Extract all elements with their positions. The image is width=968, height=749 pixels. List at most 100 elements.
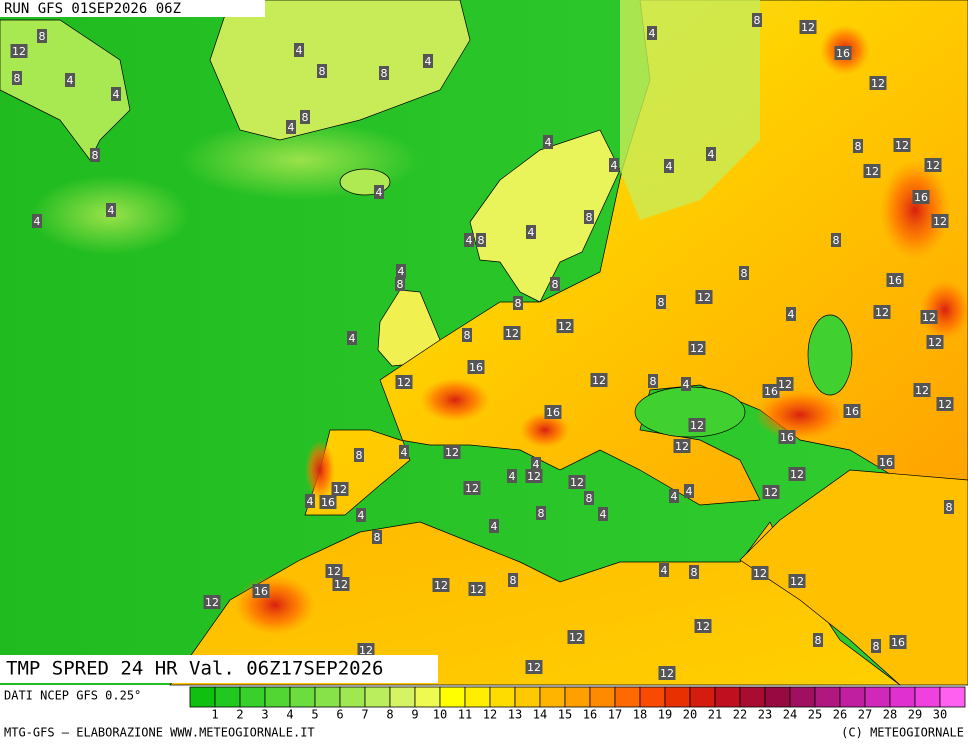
map-value-label: 4 (376, 186, 383, 199)
map-value-label: 12 (778, 378, 792, 391)
colorbar-label: 12 (483, 708, 497, 722)
map-value-label: 4 (708, 148, 715, 161)
map-value-label: 16 (321, 496, 335, 509)
label-box (648, 374, 658, 388)
label-box (37, 29, 47, 43)
map-value-label: 12 (558, 320, 572, 333)
map-value-label: 12 (445, 446, 459, 459)
label-box (305, 494, 315, 508)
map-value-label: 12 (696, 620, 710, 633)
label-box (936, 397, 954, 411)
colorbar-label: 5 (311, 708, 318, 722)
label-box (467, 360, 485, 374)
map-value-label: 8 (691, 566, 698, 579)
map-value-label: 16 (914, 191, 928, 204)
label-box (294, 43, 304, 57)
label-box (762, 384, 780, 398)
map-value-label: 8 (586, 211, 593, 224)
colorbar-label: 30 (933, 708, 947, 722)
map-value-label: 4 (788, 308, 795, 321)
color-swatch (414, 686, 441, 708)
map-value-label: 12 (434, 579, 448, 592)
map-value-label: 16 (836, 47, 850, 60)
colorbar-label: 11 (458, 708, 472, 722)
label-box (399, 445, 409, 459)
map-value-label: 12 (928, 336, 942, 349)
label-box (543, 135, 553, 149)
map-value-label: 4 (401, 446, 408, 459)
label-box (568, 475, 586, 489)
label-box (762, 485, 780, 499)
label-box (669, 489, 679, 503)
map-value-label: 8 (92, 149, 99, 162)
map-value-label: 4 (34, 215, 41, 228)
color-swatch (614, 686, 641, 708)
label-box (863, 164, 881, 178)
colorbar-label: 13 (508, 708, 522, 722)
map-value-label: 4 (611, 159, 618, 172)
map-value-label: 8 (741, 267, 748, 280)
map-value-label: 4 (661, 564, 668, 577)
label-box (584, 210, 594, 224)
color-swatch (639, 686, 666, 708)
map-value-label: 4 (307, 495, 314, 508)
label-box (347, 331, 357, 345)
label-box (913, 383, 931, 397)
label-box (332, 577, 350, 591)
label-box (556, 319, 574, 333)
label-box (689, 565, 699, 579)
colorbar-label: 26 (833, 708, 847, 722)
color-swatch (689, 686, 716, 708)
map-value-label: 16 (891, 636, 905, 649)
map-value-label: 4 (113, 88, 120, 101)
label-box (688, 341, 706, 355)
map-value-label: 12 (790, 575, 804, 588)
label-box (32, 214, 42, 228)
map-value-label: 4 (288, 121, 295, 134)
map-value-label: 4 (686, 485, 693, 498)
label-box (395, 375, 413, 389)
map-value-label: 8 (650, 375, 657, 388)
map-value-label: 4 (108, 204, 115, 217)
label-box (464, 233, 474, 247)
map-value-label: 8 (510, 574, 517, 587)
label-box (944, 500, 954, 514)
label-box (525, 660, 543, 674)
map-value-label: 12 (675, 440, 689, 453)
map-value-label: 16 (469, 361, 483, 374)
colorbar-label: 9 (411, 708, 418, 722)
map-value-label: 12 (875, 306, 889, 319)
colorbar-label: 25 (808, 708, 822, 722)
label-box (924, 158, 942, 172)
map-value-label: 8 (552, 278, 559, 291)
label-box (871, 639, 881, 653)
label-box (443, 445, 461, 459)
map-value-label: 8 (478, 234, 485, 247)
label-box (831, 233, 841, 247)
map-value-label: 8 (815, 634, 822, 647)
map-value-label: 12 (359, 644, 373, 657)
label-box (609, 158, 619, 172)
map-value-label: 4 (491, 520, 498, 533)
map-value-label: 4 (600, 508, 607, 521)
label-box (357, 643, 375, 657)
label-box (834, 46, 852, 60)
label-box (751, 566, 769, 580)
map-value-label: 4 (671, 490, 678, 503)
colorbar-label: 20 (683, 708, 697, 722)
map-value-label: 8 (855, 140, 862, 153)
label-box (106, 203, 116, 217)
label-box (869, 76, 887, 90)
map-value-label: 12 (933, 215, 947, 228)
color-swatch (589, 686, 616, 708)
map-value-label: 12 (865, 165, 879, 178)
label-box (354, 448, 364, 462)
map-value-label: 8 (946, 501, 953, 514)
colorbar-label: 29 (908, 708, 922, 722)
map-value-label: 12 (569, 631, 583, 644)
map-value-label: 12 (801, 21, 815, 34)
label-box (673, 439, 691, 453)
label-box (463, 481, 481, 495)
map-value-label: 12 (895, 139, 909, 152)
map-value-label: 8 (754, 14, 761, 27)
